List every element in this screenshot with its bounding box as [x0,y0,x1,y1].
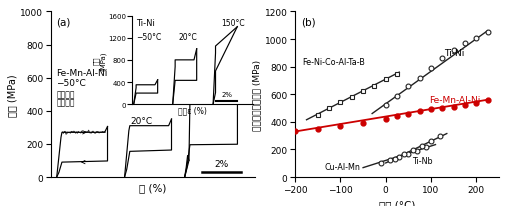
Y-axis label: 変態誘起臨界応力 (MPa): 変態誘起臨界応力 (MPa) [253,59,262,130]
Text: 150°C: 150°C [192,96,220,105]
Text: Fe-Mn-Al-Ni: Fe-Mn-Al-Ni [56,68,108,77]
Text: Ti-Nb: Ti-Nb [412,156,433,165]
Text: (b): (b) [301,17,316,27]
Text: Cu-Al-Mn: Cu-Al-Mn [325,163,360,172]
Text: 臨界応力: 臨界応力 [56,98,75,107]
X-axis label: 温度 (°C): 温度 (°C) [379,199,415,206]
Text: (a): (a) [56,17,71,27]
X-axis label: 歪 (%): 歪 (%) [139,183,166,193]
Text: 20°C: 20°C [130,116,153,125]
Text: 変態誘起: 変態誘起 [56,90,75,99]
Text: Fe-Mn-Al-Ni: Fe-Mn-Al-Ni [429,96,480,105]
Text: Ti-Ni: Ti-Ni [444,49,465,58]
Text: Fe-Ni-Co-Al-Ta-B: Fe-Ni-Co-Al-Ta-B [302,58,365,67]
Y-axis label: 応力 (MPa): 応力 (MPa) [8,74,17,116]
Text: −50°C: −50°C [56,78,86,87]
Text: 2%: 2% [214,159,229,169]
